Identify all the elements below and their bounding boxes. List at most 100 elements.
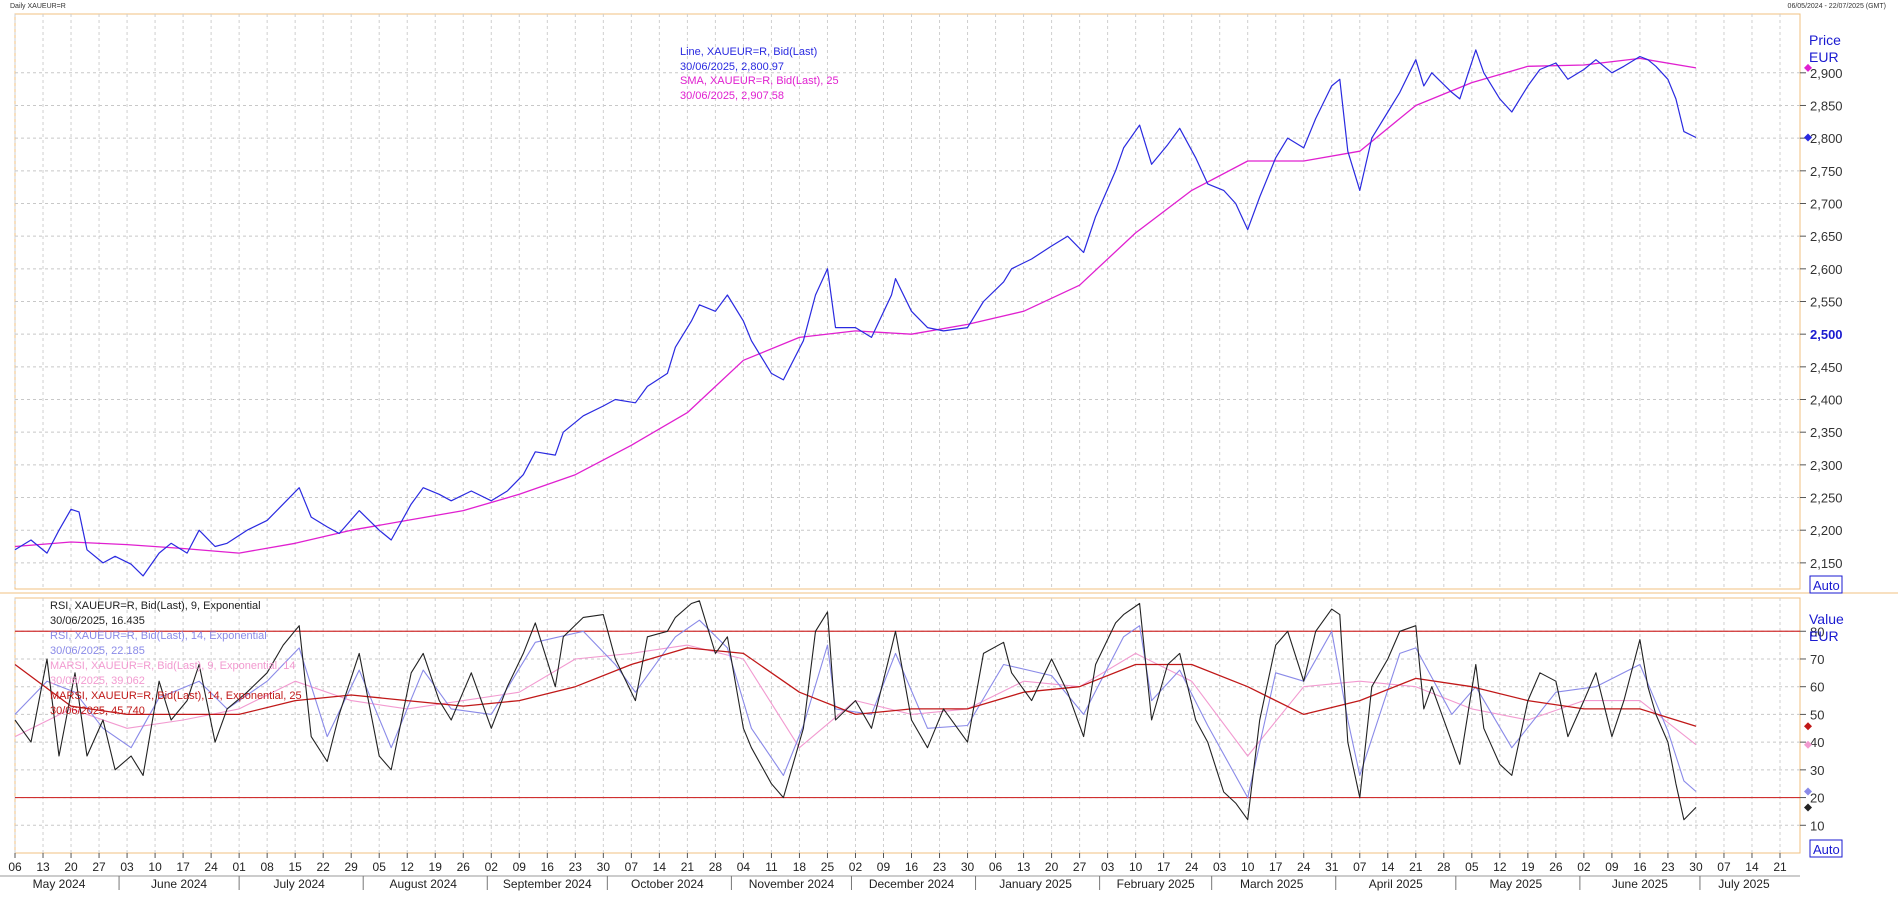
rsi-last-marker: [1804, 740, 1812, 749]
legend-marsi9-value: 30/06/2025, 39.062: [50, 675, 145, 687]
x-day-label: 31: [1325, 860, 1339, 874]
x-day-label: 07: [1717, 860, 1731, 874]
x-day-label: 23: [1661, 860, 1675, 874]
x-day-label: 03: [1213, 860, 1227, 874]
rsi-unit: EUR: [1809, 628, 1839, 644]
x-day-label: 24: [1297, 860, 1311, 874]
rsi-series: [14, 600, 1697, 821]
x-day-label: 09: [1605, 860, 1619, 874]
x-day-label: 29: [345, 860, 359, 874]
x-day-label: 10: [1129, 860, 1143, 874]
price-line: [14, 49, 1697, 577]
x-day-label: 20: [64, 860, 78, 874]
x-day-label: 17: [1269, 860, 1283, 874]
rsi-unit-title: Value: [1809, 611, 1844, 627]
x-day-label: 06: [8, 860, 22, 874]
sma-25-line: [14, 57, 1697, 554]
chart-title: Daily XAUEUR=R: [10, 3, 66, 10]
x-day-label: 05: [1465, 860, 1479, 874]
rsi-tick-label: 20: [1810, 791, 1824, 806]
price-tick-label: 2,250: [1810, 491, 1843, 506]
x-day-label: 26: [457, 860, 471, 874]
price-tick-label: 2,600: [1810, 262, 1843, 277]
legend-marsi9-name: MARSI, XAUEUR=R, Bid(Last), 9, Exponenti…: [50, 660, 295, 672]
x-day-label: 14: [1745, 860, 1759, 874]
x-month-label: July 2024: [273, 877, 325, 891]
vertical-grid: [14, 14, 1781, 853]
price-tick-label: 2,200: [1810, 523, 1843, 538]
x-day-label: 09: [877, 860, 891, 874]
x-day-label: 22: [316, 860, 330, 874]
x-day-label: 02: [849, 860, 863, 874]
x-day-label: 23: [933, 860, 947, 874]
price-tick-label: 2,400: [1810, 393, 1843, 408]
legend-sma-value: 30/06/2025, 2,907.58: [680, 90, 784, 102]
legend-rsi14-value: 30/06/2025, 22.185: [50, 645, 145, 657]
x-day-label: 13: [36, 860, 50, 874]
x-day-label: 15: [288, 860, 302, 874]
price-tick-label: 2,150: [1810, 556, 1843, 571]
legend-line-name: Line, XAUEUR=R, Bid(Last): [680, 46, 817, 58]
price-last-marker: [1804, 133, 1812, 142]
x-day-label: 27: [92, 860, 106, 874]
x-day-label: 23: [569, 860, 583, 874]
rsi-last-marker: [1804, 787, 1812, 796]
rsi-auto-button[interactable]: [1809, 839, 1843, 858]
legend-marsi14-value: 30/06/2025, 45.740: [50, 705, 145, 717]
rsi-last-marker: [1804, 803, 1812, 812]
price-tick-label: 2,700: [1810, 196, 1843, 211]
x-day-label: 28: [1437, 860, 1451, 874]
x-day-label: 19: [1521, 860, 1535, 874]
price-tick-label: 2,850: [1810, 98, 1843, 113]
x-month-label: April 2025: [1369, 877, 1423, 891]
x-month-label: August 2024: [390, 877, 458, 891]
x-day-label: 03: [120, 860, 134, 874]
x-day-label: 09: [513, 860, 527, 874]
legend-rsi9-value: 30/06/2025, 16.435: [50, 615, 145, 627]
price-tick-label: 2,350: [1810, 425, 1843, 440]
x-day-label: 12: [401, 860, 415, 874]
x-day-label: 14: [653, 860, 667, 874]
price-tick-label: 2,750: [1810, 164, 1843, 179]
price-auto-button[interactable]: [1809, 575, 1843, 594]
legend-marsi14-name: MARSI, XAUEUR=R, Bid(Last), 14, Exponent…: [50, 690, 302, 702]
x-day-label: 12: [1493, 860, 1507, 874]
rsi-9-line: [14, 600, 1697, 821]
x-day-label: 08: [260, 860, 274, 874]
x-day-label: 19: [429, 860, 443, 874]
x-day-label: 25: [821, 860, 835, 874]
rsi-levels: [15, 630, 1800, 799]
rsi-legend: RSI, XAUEUR=R, Bid(Last), 9, Exponential…: [50, 600, 302, 717]
price-auto-label: Auto: [1813, 578, 1840, 593]
rsi-tick-label: 40: [1810, 735, 1824, 750]
price-series: [14, 49, 1697, 577]
x-day-label: 17: [176, 860, 190, 874]
x-month-label: May 2025: [1489, 877, 1542, 891]
x-day-label: 10: [1241, 860, 1255, 874]
x-month-label: February 2025: [1117, 877, 1195, 891]
x-month-label: October 2024: [631, 877, 704, 891]
legend-rsi14-name: RSI, XAUEUR=R, Bid(Last), 14, Exponentia…: [50, 630, 267, 642]
price-tick-label: 2,450: [1810, 360, 1843, 375]
x-day-label: 24: [1185, 860, 1199, 874]
x-day-label: 17: [1157, 860, 1171, 874]
price-tick-label: 2,300: [1810, 458, 1843, 473]
price-y-axis: 2,150 2,200 2,250 2,300 2,350 2,400 2,450 2,500…: [1800, 66, 1843, 571]
price-unit: EUR: [1809, 49, 1839, 65]
x-day-label: 14: [1381, 860, 1395, 874]
x-day-label: 16: [1633, 860, 1647, 874]
rsi-tick-label: 60: [1810, 680, 1824, 695]
legend-line-value: 30/06/2025, 2,800.97: [680, 61, 784, 73]
rsi-tick-label: 10: [1810, 818, 1824, 833]
rsi-panel-frame: [14, 597, 1801, 854]
x-axis: 06 13 20 27 03 10 17 24 01 08 15 22 29 05 12 19 26 02 09 16…: [8, 853, 1787, 891]
price-tick-label: 2,800: [1810, 131, 1843, 146]
x-month-label: May 2024: [33, 877, 86, 891]
x-day-label: 26: [1549, 860, 1563, 874]
x-day-label: 01: [232, 860, 246, 874]
marsi-14-line: [14, 647, 1697, 727]
rsi-tick-label: 80: [1810, 624, 1824, 639]
rsi-14-line: [14, 619, 1697, 799]
x-day-label: 16: [905, 860, 919, 874]
